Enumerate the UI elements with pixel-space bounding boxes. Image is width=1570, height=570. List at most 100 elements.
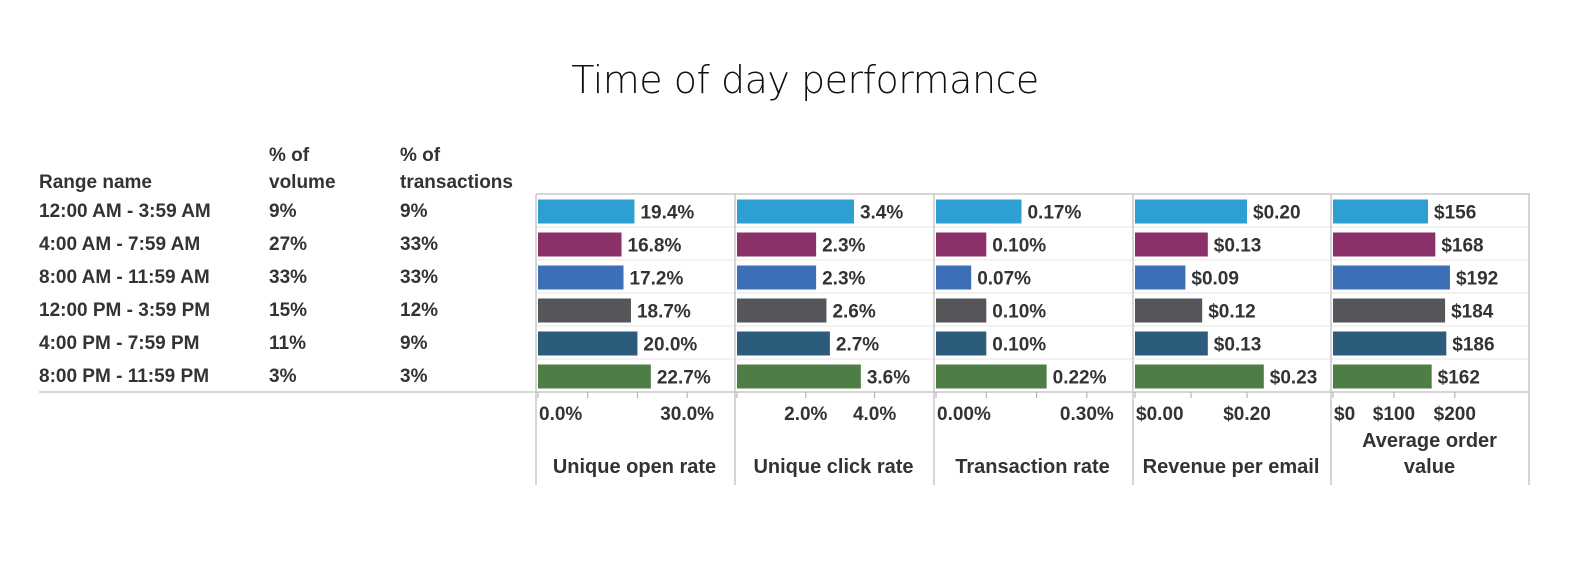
bar-value-label: $0.09 [1191, 269, 1239, 290]
bar-value-label: 16.8% [628, 236, 682, 257]
bar [936, 232, 987, 257]
bar-value-label: $168 [1441, 236, 1483, 257]
bar-value-label: $192 [1456, 269, 1498, 290]
pct-volume-value: 3% [269, 366, 297, 387]
bar-value-label: 22.7% [657, 368, 711, 389]
bar-value-label: 20.0% [643, 335, 697, 356]
bar [538, 364, 651, 389]
bar [936, 265, 972, 290]
chart-title: Time of day performance [571, 58, 1039, 102]
bar [538, 298, 631, 323]
pct-transactions-value: 33% [400, 234, 438, 255]
pct-transactions-value: 9% [400, 201, 428, 222]
bar [1135, 298, 1203, 323]
bar-value-label: 0.07% [977, 269, 1031, 290]
axis-title: Unique click rate [753, 456, 913, 478]
bar [538, 331, 638, 356]
bar-value-label: $0.23 [1270, 368, 1318, 389]
pct-volume-value: 33% [269, 267, 307, 288]
bar [1333, 265, 1450, 290]
bar-value-label: $0.13 [1214, 335, 1262, 356]
bar-value-label: 19.4% [640, 203, 694, 224]
range-name-label: 12:00 PM - 3:59 PM [39, 300, 210, 321]
range-name-label: 4:00 AM - 7:59 AM [39, 234, 200, 255]
axis-tick-label: $0 [1334, 404, 1355, 425]
bar [538, 199, 635, 224]
bar [538, 265, 624, 290]
axis-tick-label: 4.0% [853, 404, 896, 425]
bar [936, 364, 1047, 389]
axis-tick-label: $0.20 [1223, 404, 1271, 425]
range-name-label: 8:00 PM - 11:59 PM [39, 366, 209, 387]
bar-value-label: 2.3% [822, 269, 865, 290]
bar [737, 364, 861, 389]
pct-transactions-value: 9% [400, 333, 428, 354]
bar-value-label: 17.2% [630, 269, 684, 290]
header-range-name: Range name [39, 172, 152, 193]
axis-title-line2: value [1404, 456, 1455, 478]
bar [1333, 298, 1446, 323]
axis-title: Unique open rate [553, 456, 716, 478]
bar [1135, 232, 1208, 257]
bar-value-label: 18.7% [637, 302, 691, 323]
range-name-label: 12:00 AM - 3:59 AM [39, 201, 211, 222]
pct-volume-value: 15% [269, 300, 307, 321]
bar [1333, 199, 1429, 224]
pct-volume-value: 11% [269, 333, 306, 354]
range-name-label: 4:00 PM - 7:59 PM [39, 333, 200, 354]
bar-value-label: $162 [1438, 368, 1480, 389]
bar [1135, 199, 1247, 224]
bar-value-label: 0.17% [1027, 203, 1081, 224]
axis-tick-label: 0.0% [539, 404, 582, 425]
bar-value-label: 3.4% [860, 203, 903, 224]
pct-volume-value: 27% [269, 234, 307, 255]
bar [737, 199, 854, 224]
bar-value-label: $156 [1434, 203, 1476, 224]
bar [737, 265, 817, 290]
bar [1135, 364, 1264, 389]
bar-value-label: 2.3% [822, 236, 865, 257]
axis-tick-label: 30.0% [660, 404, 714, 425]
axis-title: Revenue per email [1143, 456, 1320, 478]
pct-transactions-value: 33% [400, 267, 438, 288]
bar-value-label: $186 [1452, 335, 1494, 356]
bar-value-label: $0.20 [1253, 203, 1301, 224]
bar [538, 232, 622, 257]
bar [1135, 331, 1208, 356]
axis-tick-label: $0.00 [1136, 404, 1184, 425]
header-pct-transactions-line2: transactions [400, 172, 513, 193]
bar-value-label: 0.10% [992, 335, 1046, 356]
bar-value-label: $184 [1451, 302, 1494, 323]
bar [1333, 232, 1436, 257]
bar-value-label: 3.6% [867, 368, 910, 389]
bar-value-label: $0.12 [1208, 302, 1256, 323]
header-pct-transactions-line1: % of [400, 145, 441, 166]
bar-value-label: 0.10% [992, 302, 1046, 323]
pct-volume-value: 9% [269, 201, 297, 222]
pct-transactions-value: 12% [400, 300, 438, 321]
pct-transactions-value: 3% [400, 366, 428, 387]
bar [936, 298, 987, 323]
bar [1333, 364, 1432, 389]
bar-value-label: 0.10% [992, 236, 1046, 257]
header-pct-volume-line1: % of [269, 145, 310, 166]
axis-tick-label: $100 [1373, 404, 1415, 425]
bar-value-label: $0.13 [1214, 236, 1262, 257]
bar [737, 331, 830, 356]
axis-tick-label: 2.0% [784, 404, 827, 425]
bar [737, 298, 827, 323]
range-name-label: 8:00 AM - 11:59 AM [39, 267, 210, 288]
bar-value-label: 0.22% [1053, 368, 1107, 389]
axis-title-line1: Average order [1362, 430, 1497, 452]
axis-title: Transaction rate [955, 456, 1110, 478]
bar-value-label: 2.7% [836, 335, 879, 356]
bar [1333, 331, 1447, 356]
header-pct-volume-line2: volume [269, 172, 336, 193]
bar [936, 331, 987, 356]
axis-tick-label: 0.00% [937, 404, 991, 425]
axis-tick-label: $200 [1434, 404, 1476, 425]
bar [936, 199, 1022, 224]
axis-tick-label: 0.30% [1060, 404, 1114, 425]
bar [1135, 265, 1186, 290]
